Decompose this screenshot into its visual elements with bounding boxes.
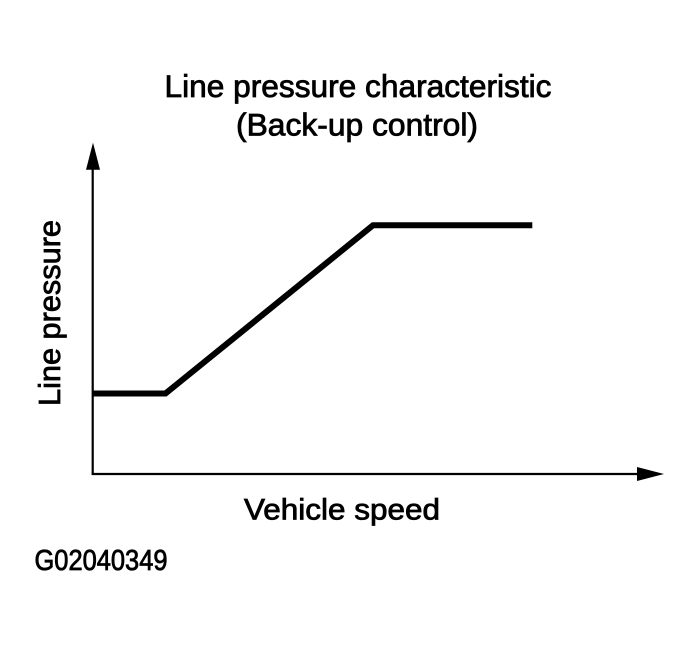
- svg-text:Line pressure characteristic: Line pressure characteristic: [165, 68, 552, 104]
- svg-text:Line pressure: Line pressure: [32, 220, 67, 406]
- svg-text:G02040349: G02040349: [35, 545, 168, 577]
- svg-text:(Back-up control): (Back-up control): [236, 107, 478, 143]
- svg-text:Vehicle speed: Vehicle speed: [244, 494, 440, 527]
